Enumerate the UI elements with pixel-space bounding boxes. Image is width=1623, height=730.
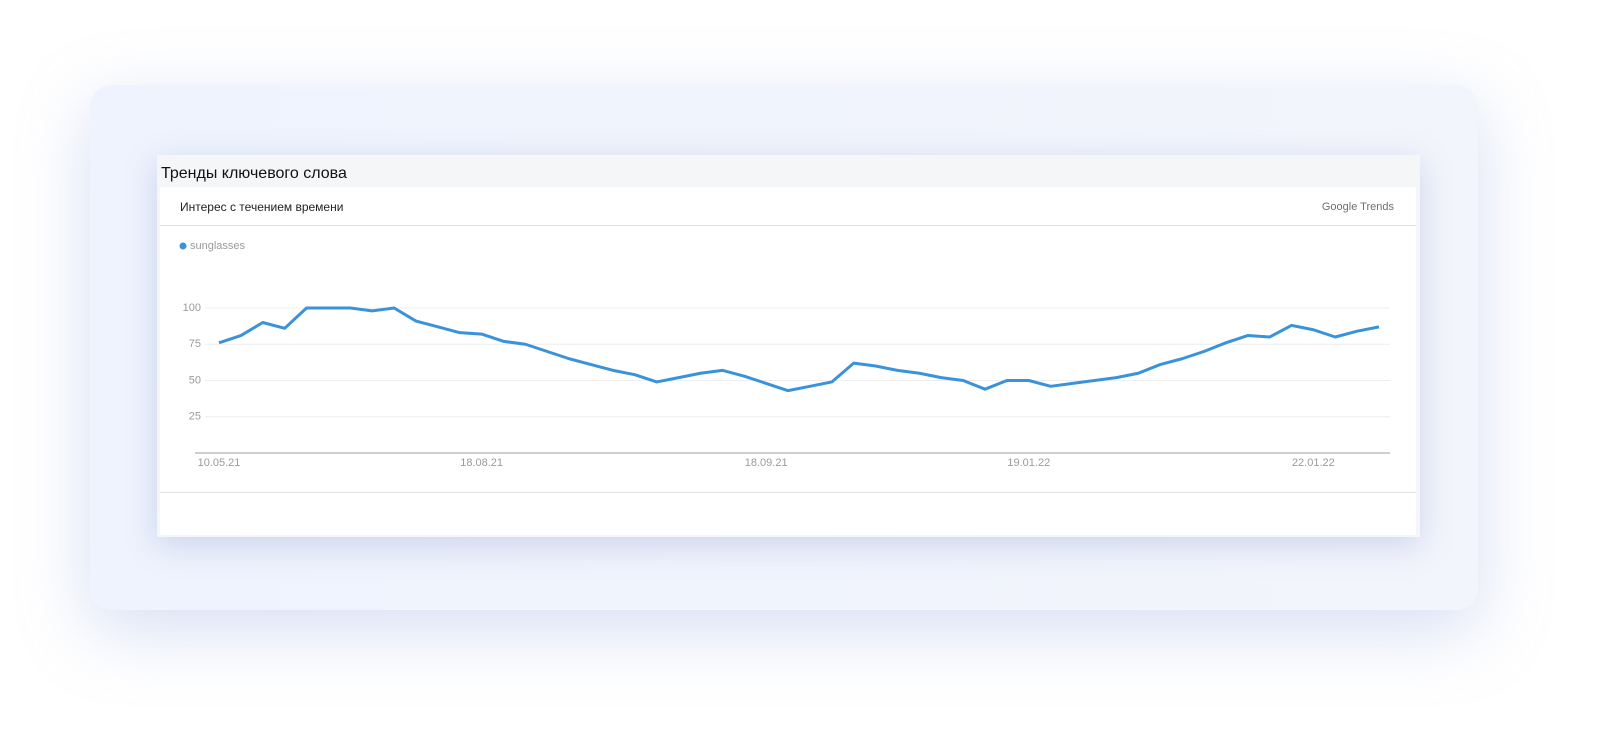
widget-title: Интерес с течением времени — [180, 200, 344, 214]
y-tick-label: 75 — [189, 338, 201, 350]
widget-header: Интерес с течением времени Google Trends — [160, 187, 1416, 226]
x-tick-label: 22.01.22 — [1292, 457, 1335, 469]
x-tick-label: 18.09.21 — [745, 457, 788, 469]
y-tick-label: 100 — [183, 302, 201, 314]
x-tick-label: 10.05.21 — [198, 457, 241, 469]
card-title: Тренды ключевого слова — [161, 165, 347, 182]
card: Тренды ключевого слова Интерес с течение… — [157, 155, 1420, 537]
widget: Интерес с течением времени Google Trends — [160, 187, 1416, 535]
legend-marker — [179, 242, 187, 250]
widget-footer — [160, 492, 1416, 493]
x-tick-label: 18.08.21 — [460, 457, 503, 469]
line — [218, 306, 1380, 393]
y-tick-label: 25 — [189, 411, 201, 423]
legend-label: sunglasses — [190, 240, 246, 252]
x-tick-label: 19.01.22 — [1007, 457, 1050, 469]
brand: Google Trends — [1321, 201, 1394, 213]
y-tick-label: 50 — [189, 374, 201, 386]
